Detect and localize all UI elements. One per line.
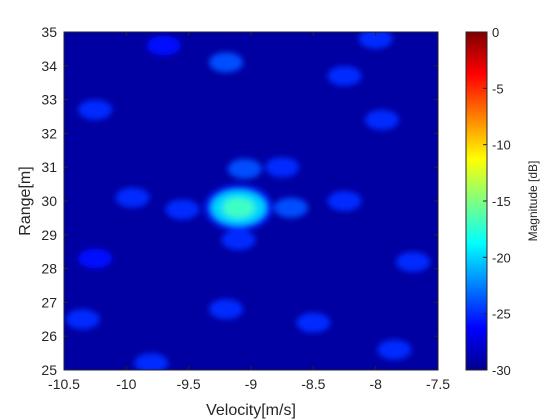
- sidelobe-blob-6: [78, 99, 113, 120]
- heatmap-layer: [65, 32, 431, 370]
- x-tick-label: -9.5: [177, 376, 201, 392]
- heatmap-blobs: [65, 32, 431, 370]
- sidelobe-blob-3: [221, 229, 256, 250]
- x-tick-label: -8.5: [301, 376, 325, 392]
- sidelobe-blob-17: [78, 248, 113, 269]
- sidelobe-blob-18: [358, 32, 393, 49]
- x-tick-label: -7.5: [426, 376, 450, 392]
- y-tick-label: 28: [41, 261, 57, 277]
- y-tick-label: 25: [41, 362, 57, 378]
- colorbar-tick-label: -25: [492, 307, 511, 322]
- y-tick-label: 27: [41, 294, 57, 310]
- colorbar: 0 -5 -10 -15 -20 -25 -30 Magnitude [dB]: [465, 25, 540, 378]
- x-axis-label: Velocity[m/s]: [206, 402, 296, 419]
- sidelobe-blob-14: [65, 309, 100, 330]
- sidelobe-blob-11: [396, 251, 431, 272]
- sidelobe-blob-9: [327, 191, 362, 211]
- colorbar-tick-label: -5: [492, 81, 504, 96]
- x-axis-ticks: -10.5 -10 -9.5 -9 -8.5 -8 -7.5: [48, 32, 450, 392]
- colorbar-tick-label: 0: [492, 25, 499, 40]
- colorbar-tick-label: -30: [492, 363, 511, 378]
- colorbar-gradient: [466, 32, 487, 370]
- y-tick-label: 34: [41, 58, 57, 74]
- sidelobe-blob-19: [146, 35, 181, 56]
- y-tick-label: 26: [41, 328, 57, 344]
- x-tick-label: -10: [116, 376, 136, 392]
- x-tick-label: -10.5: [48, 376, 80, 392]
- peak-core: [222, 197, 255, 218]
- colorbar-tick-label: -10: [492, 138, 511, 153]
- sidelobe-blob-12: [209, 299, 244, 320]
- y-tick-label: 30: [41, 193, 57, 209]
- y-tick-label: 29: [41, 227, 57, 243]
- y-tick-label: 33: [41, 92, 57, 108]
- sidelobe-blob-8: [265, 157, 300, 178]
- sidelobe-blob-2: [165, 199, 200, 220]
- sidelobe-blob-0: [227, 158, 262, 179]
- sidelobe-blob-5: [327, 65, 362, 86]
- x-tick-label: -8: [369, 376, 382, 392]
- sidelobe-blob-10: [364, 109, 399, 130]
- y-tick-label: 35: [41, 24, 57, 40]
- plot-area: [63, 31, 439, 371]
- colorbar-label: Magnitude [dB]: [526, 161, 540, 242]
- colorbar-ticks: 0 -5 -10 -15 -20 -25 -30: [483, 25, 511, 378]
- y-axis-ticks: 25 26 27 28 29 30 31 32 33 34 35: [41, 24, 438, 378]
- sidelobe-blob-4: [209, 52, 244, 73]
- colorbar-tick-label: -20: [492, 250, 511, 265]
- sidelobe-blob-13: [296, 312, 331, 333]
- y-axis-label: Range[m]: [17, 166, 34, 235]
- sidelobe-blob-15: [134, 353, 169, 370]
- sidelobe-blob-16: [377, 339, 412, 360]
- y-tick-label: 32: [41, 125, 57, 141]
- x-tick-label: -9: [245, 376, 258, 392]
- y-tick-label: 31: [41, 159, 57, 175]
- sidelobe-blob-1: [273, 197, 308, 218]
- sidelobe-blob-7: [115, 187, 150, 208]
- colorbar-tick-label: -15: [492, 194, 511, 209]
